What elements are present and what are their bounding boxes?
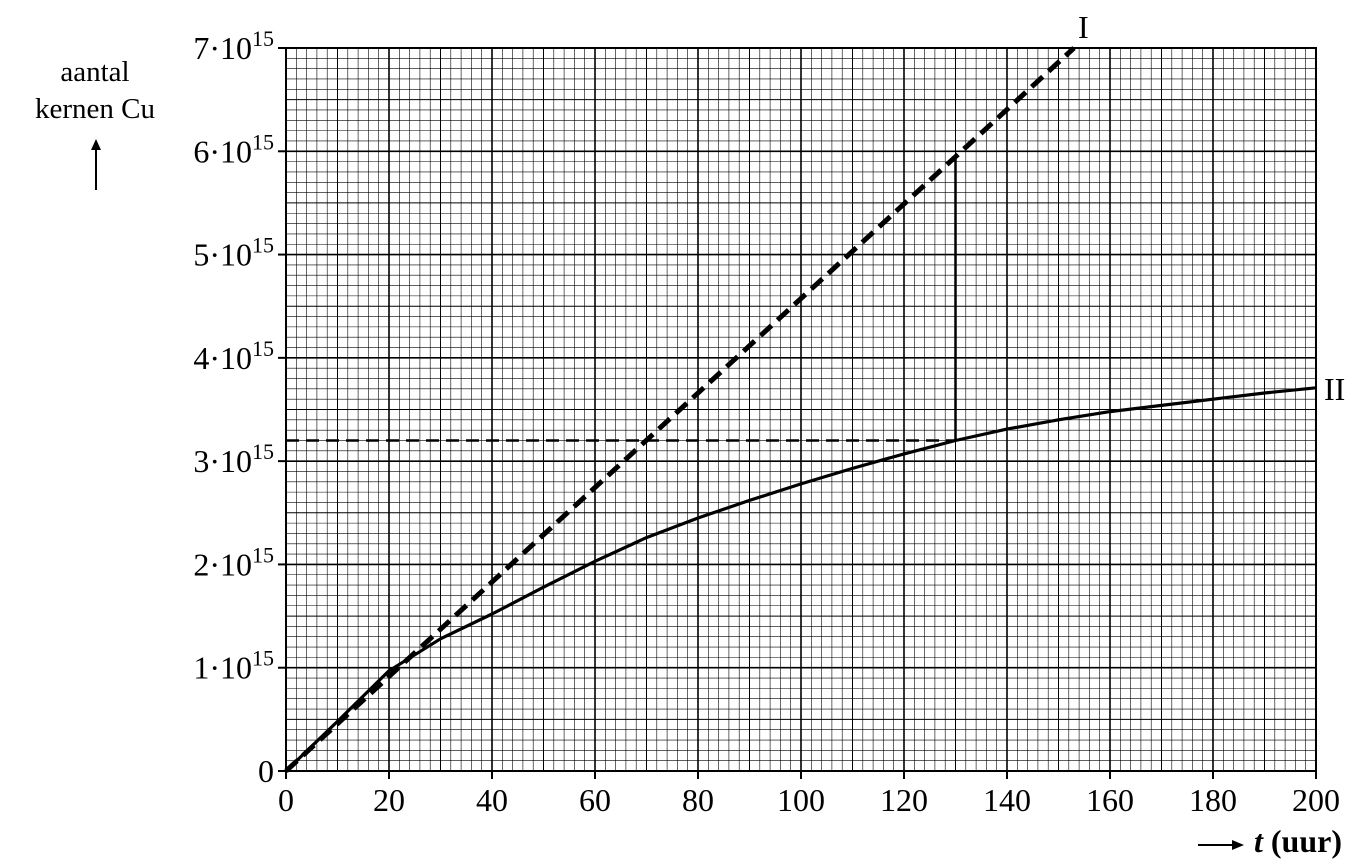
- x-tick-label: 100: [777, 782, 825, 818]
- x-tick-label: 20: [373, 782, 405, 818]
- x-axis-unit: (uur): [1270, 823, 1342, 859]
- grid-major: [286, 48, 1316, 771]
- x-axis-variable: t: [1254, 823, 1263, 859]
- y-tick-label: 2·1015: [193, 542, 274, 582]
- x-tick-label: 180: [1189, 782, 1237, 818]
- x-tick-label: 40: [476, 782, 508, 818]
- annotations: [286, 156, 957, 442]
- y-axis-label-line-2: kernen Cu: [35, 93, 155, 125]
- series-label-II: II: [1324, 371, 1345, 407]
- y-tick-label: 5·1015: [193, 233, 274, 273]
- series-line-I: [284, 46, 1076, 773]
- x-tick-label: 160: [1086, 782, 1134, 818]
- x-axis-label: t (uur): [1196, 823, 1342, 860]
- x-tick-label: 200: [1292, 782, 1340, 818]
- y-tick-label: 1·1015: [193, 646, 274, 686]
- x-tick-label: 0: [278, 782, 294, 818]
- y-axis-label-line-1: aantal: [60, 56, 130, 88]
- x-tick-label: 60: [579, 782, 611, 818]
- x-tick-label: 120: [880, 782, 928, 818]
- series-label-I: I: [1078, 9, 1089, 45]
- y-tick-label: 3·1015: [193, 439, 274, 479]
- series-line-II: [284, 386, 1317, 773]
- x-axis-arrow-icon: [1198, 839, 1244, 850]
- y-tick-label: 0: [258, 753, 274, 789]
- x-tick-label: 80: [682, 782, 714, 818]
- y-axis-arrow-icon: [91, 139, 101, 190]
- series-labels: III: [1078, 9, 1345, 407]
- x-tick-label: 140: [983, 782, 1031, 818]
- series: [284, 46, 1317, 773]
- y-tick-label: 7·1015: [193, 26, 274, 66]
- y-tick-label: 6·1015: [193, 129, 274, 169]
- x-tick-labels: 0 20 40 60 80 100 120 140 160 180 200: [278, 771, 1340, 818]
- y-tick-labels: 0 1·1015 2·1015 3·1015 4·1015 5·1015 6·1015 7·1…: [193, 26, 286, 789]
- y-tick-label: 4·1015: [193, 336, 274, 376]
